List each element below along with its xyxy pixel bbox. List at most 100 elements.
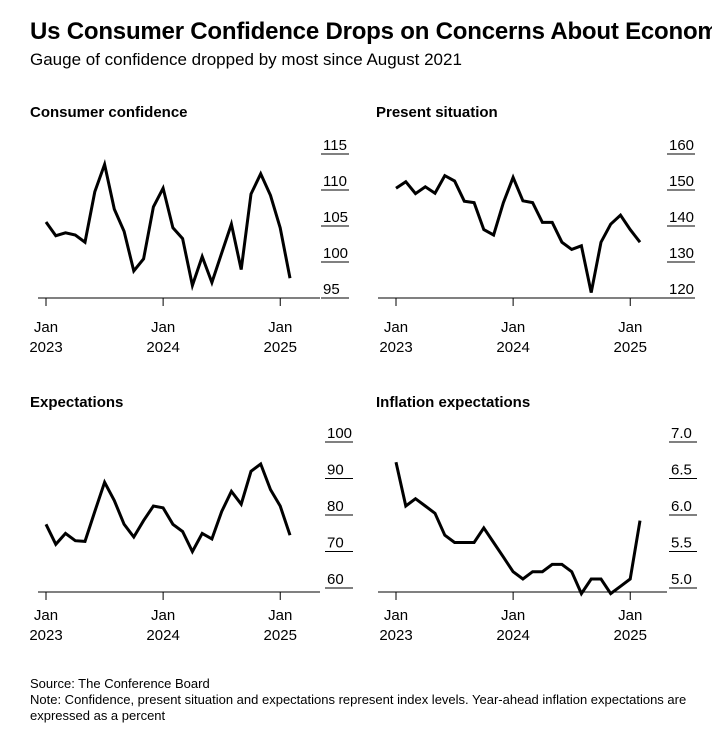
data-point <box>609 223 612 226</box>
data-point <box>171 226 174 229</box>
data-point <box>93 190 96 193</box>
chart-footer: Source: The Conference Board Note: Confi… <box>30 676 690 724</box>
data-point <box>142 519 145 522</box>
y-tick-label: 105 <box>323 209 348 226</box>
x-tick-label-year: 2024 <box>146 339 179 356</box>
data-point <box>590 291 593 294</box>
y-tick-label: 6.5 <box>671 462 692 479</box>
data-point <box>521 199 524 202</box>
data-point <box>220 252 223 255</box>
data-point <box>74 234 77 237</box>
data-point <box>453 541 456 544</box>
y-tick-label: 130 <box>669 245 694 262</box>
x-tick-label-year: 2024 <box>496 627 529 644</box>
data-point <box>210 281 213 284</box>
data-point <box>181 237 184 240</box>
data-point <box>289 277 292 280</box>
x-tick-label-month: Jan <box>618 319 642 336</box>
y-tick-label: 5.0 <box>671 571 692 588</box>
data-point <box>240 503 243 506</box>
data-point <box>492 541 495 544</box>
data-point <box>473 541 476 544</box>
data-point <box>599 578 602 581</box>
x-tick-label-year: 2023 <box>29 339 62 356</box>
panel-title-expectations: Expectations <box>30 394 124 411</box>
x-tick-label-month: Jan <box>268 319 292 336</box>
data-point <box>639 241 642 244</box>
data-point <box>551 221 554 224</box>
y-tick-label: 150 <box>669 173 694 190</box>
y-tick-label: 7.0 <box>671 425 692 442</box>
data-point <box>395 187 398 190</box>
series-line <box>44 158 292 292</box>
data-point <box>414 497 417 500</box>
x-tick-label-month: Jan <box>268 607 292 624</box>
data-point <box>142 257 145 260</box>
y-tick-label: 90 <box>327 462 344 479</box>
data-point <box>629 578 632 581</box>
panel-title-consumer-confidence: Consumer confidence <box>30 104 188 121</box>
data-point <box>482 526 485 529</box>
data-point <box>191 284 194 287</box>
data-point <box>84 241 87 244</box>
data-point <box>201 255 204 258</box>
data-point <box>249 192 252 195</box>
data-point <box>132 536 135 539</box>
data-point <box>424 185 427 188</box>
x-tick-label-year: 2023 <box>379 627 412 644</box>
y-tick-label: 160 <box>669 137 694 154</box>
data-point <box>531 570 534 573</box>
y-tick-label: 5.5 <box>671 535 692 552</box>
data-point <box>463 541 466 544</box>
data-point <box>502 201 505 204</box>
x-tick-label-year: 2024 <box>496 339 529 356</box>
panel-title-present-situation: Present situation <box>376 104 498 121</box>
data-point <box>259 463 262 466</box>
data-point <box>599 241 602 244</box>
data-point <box>463 200 466 203</box>
data-point <box>103 163 106 166</box>
x-tick-label-year: 2023 <box>29 627 62 644</box>
data-point <box>590 578 593 581</box>
data-point <box>123 523 126 526</box>
data-point <box>54 543 57 546</box>
data-point <box>64 231 67 234</box>
data-point <box>404 180 407 183</box>
data-point <box>619 214 622 217</box>
data-point <box>551 563 554 566</box>
series-line <box>44 461 292 555</box>
y-tick-label: 100 <box>327 425 352 442</box>
data-point <box>230 223 233 226</box>
data-point <box>414 192 417 195</box>
x-tick-label-month: Jan <box>34 319 58 336</box>
data-point <box>113 208 116 211</box>
data-point <box>113 499 116 502</box>
data-point <box>560 241 563 244</box>
data-point <box>404 505 407 508</box>
y-tick-label: 120 <box>669 281 694 298</box>
data-point <box>580 592 583 595</box>
data-point <box>240 268 243 271</box>
x-tick-label-year: 2025 <box>614 339 647 356</box>
data-point <box>162 506 165 509</box>
data-point <box>395 461 398 464</box>
data-point <box>570 248 573 251</box>
data-point <box>171 523 174 526</box>
data-point <box>560 563 563 566</box>
data-point <box>259 172 262 175</box>
data-point <box>162 187 165 190</box>
data-point <box>64 532 67 535</box>
data-point <box>210 537 213 540</box>
data-point <box>609 592 612 595</box>
data-point <box>512 176 515 179</box>
data-point <box>424 505 427 508</box>
data-point <box>531 201 534 204</box>
source-note: Source: The Conference Board <box>30 676 210 691</box>
data-point <box>443 534 446 537</box>
data-point <box>502 556 505 559</box>
x-tick-label-year: 2023 <box>379 339 412 356</box>
data-point <box>269 488 272 491</box>
y-tick-label: 110 <box>323 173 347 190</box>
data-point <box>103 481 106 484</box>
data-point <box>54 234 57 237</box>
